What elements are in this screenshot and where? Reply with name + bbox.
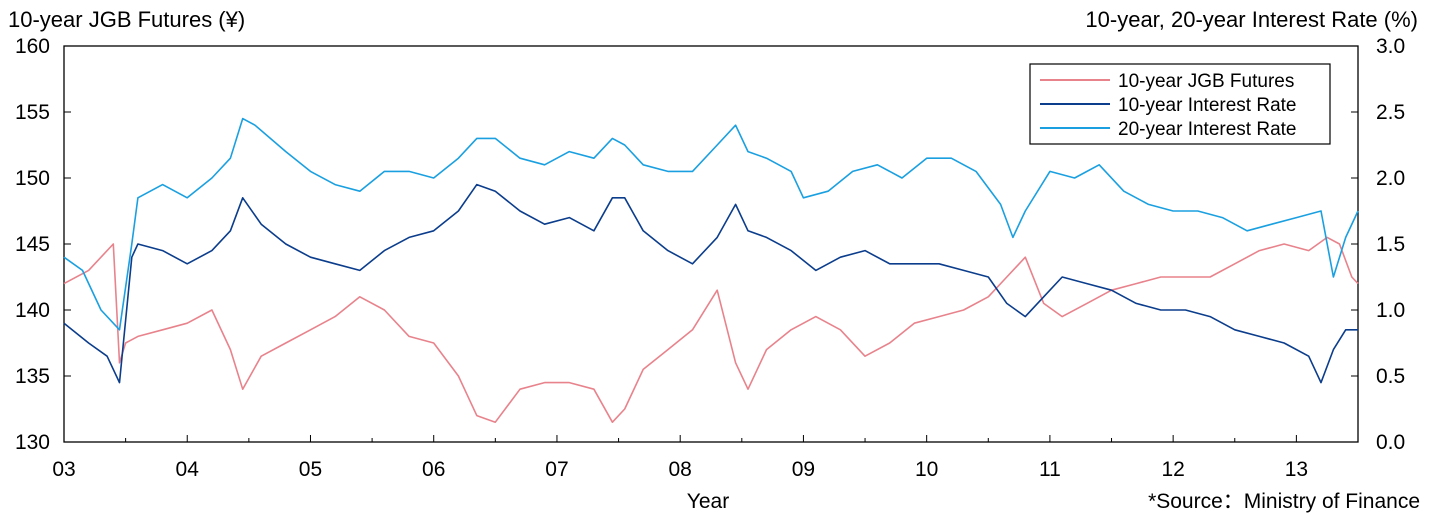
axis-ticks: 03 04 05 06 07 08 09 10 11 12 13 130 135 140 145 150 155…	[15, 35, 1405, 481]
y-right-tick-label: 0.5	[1376, 365, 1405, 388]
left-axis-title: 10-year JGB Futures (¥)	[8, 7, 245, 32]
x-tick-label: 06	[422, 458, 445, 481]
y-right-tick-label: 1.0	[1376, 299, 1405, 322]
x-tick-label: 13	[1285, 458, 1308, 481]
y-left-tick-label: 140	[15, 299, 50, 322]
legend-label: 10-year JGB Futures	[1118, 71, 1294, 92]
legend-label: 20-year Interest Rate	[1118, 119, 1296, 140]
source-note: *Source：Ministry of Finance	[1148, 490, 1420, 513]
y-left-tick-label: 150	[15, 167, 50, 190]
y-left-tick-label: 145	[15, 233, 50, 256]
y-left-tick-label: 160	[15, 35, 50, 58]
y-left-tick-label: 135	[15, 365, 50, 388]
y-left-tick-label: 130	[15, 431, 50, 454]
x-axis-label: Year	[687, 490, 729, 513]
x-tick-label: 10	[915, 458, 938, 481]
y-right-tick-label: 2.5	[1376, 101, 1405, 124]
x-tick-label: 09	[792, 458, 815, 481]
x-tick-label: 05	[299, 458, 322, 481]
series-line-20-year-interest-rate	[63, 117, 1359, 331]
y-right-tick-label: 1.5	[1376, 233, 1405, 256]
x-tick-label: 08	[669, 458, 692, 481]
series-line-10-year-interest-rate	[63, 183, 1358, 384]
y-right-tick-label: 2.0	[1376, 167, 1405, 190]
x-tick-label: 03	[52, 458, 75, 481]
x-tick-label: 12	[1161, 458, 1184, 481]
series-line-10-year-jgb-futures	[63, 236, 1359, 424]
x-tick-label: 11	[1039, 458, 1061, 481]
legend-label: 10-year Interest Rate	[1118, 95, 1296, 116]
x-tick-label: 07	[545, 458, 568, 481]
y-right-tick-label: 0.0	[1376, 431, 1405, 454]
series-lines	[63, 117, 1359, 424]
legend: 10-year JGB Futures 10-year Interest Rate…	[1029, 63, 1331, 145]
y-right-tick-label: 3.0	[1376, 35, 1405, 58]
x-tick-label: 04	[176, 458, 200, 481]
right-axis-title: 10-year, 20-year Interest Rate (%)	[1085, 7, 1418, 32]
y-left-tick-label: 155	[15, 101, 50, 124]
